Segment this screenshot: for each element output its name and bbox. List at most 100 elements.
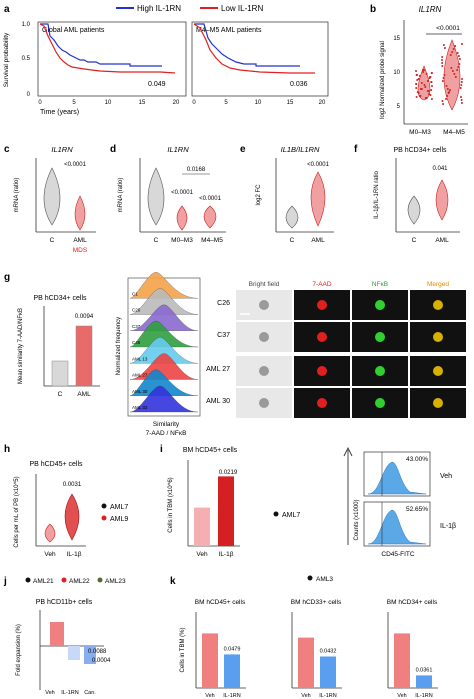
panel-d: d IL1RN mRNA (ratio) 0.0168 <0.0001 <0.0… <box>110 144 226 244</box>
panel-k-plot-title: BM hCD45+ cells <box>195 599 246 606</box>
panel-j-legend-1: AML21 <box>33 578 54 585</box>
panel-c-violin-aml <box>74 195 86 231</box>
panel-c: c IL1RN mRNA (ratio) <0.0001 C AML MDS <box>4 144 96 254</box>
panel-b-dot-m4m5 <box>461 43 463 45</box>
panel-b-dot-m4m5 <box>454 76 457 78</box>
panel-b-dot-m0m3 <box>415 87 418 89</box>
panel-b-dot-m0m3 <box>430 81 433 83</box>
cell-image-cell <box>375 332 385 342</box>
cell-image-cell <box>259 366 269 376</box>
panel-b-dot-m4m5 <box>441 56 444 58</box>
panel-k-bar <box>202 633 218 688</box>
panel-c-violin-c <box>43 167 61 226</box>
panel-b-dot-m0m3 <box>415 96 418 98</box>
panel-j-xlabel-il1rn: IL-1RN <box>61 690 78 696</box>
km-left-title: Global AML patients <box>42 27 105 34</box>
panel-b-dot-m4m5 <box>451 70 454 72</box>
panel-f-xlabel-aml: AML <box>435 237 449 244</box>
cell-image-cell <box>375 300 385 310</box>
panel-k-plots: BM hCD45+ cells 0.0479 Cells in TBM (%) Veh… <box>180 599 438 699</box>
panel-b-dot-m4m5 <box>459 87 462 89</box>
panel-letter-g: g <box>4 272 10 283</box>
img-header-merged: Merged <box>427 281 449 288</box>
panel-b-dot-m4m5 <box>461 78 463 80</box>
legend-low-label: Low IL-1RN <box>221 4 263 13</box>
cell-image-cell <box>259 398 269 408</box>
panel-b-dot-m4m5 <box>441 100 444 102</box>
km-xlabel: Time (years) <box>40 109 79 116</box>
panel-j-ylabel: Fold expansion (%) <box>16 624 22 676</box>
panel-k-plot-title: BM hCD33+ cells <box>291 599 342 606</box>
panel-d-xlabel-c: C <box>154 237 159 244</box>
panel-k-bar <box>394 633 410 688</box>
panel-letter-i: i <box>160 444 163 455</box>
panel-h-legend-2: AML9 <box>110 516 128 523</box>
panel-j-legend-dot-3 <box>97 577 103 583</box>
panel-d-violin-m0m3 <box>176 205 188 231</box>
flow-arrow-head <box>343 446 353 457</box>
panel-i-legend: AML7 <box>282 512 300 519</box>
cell-image-cell <box>433 398 443 408</box>
panel-g-hist-label: C26 <box>132 308 141 313</box>
flow-box-veh <box>363 451 431 497</box>
panel-i: i BM hCD45+ cells Cells in TBM (x10^6) 0… <box>160 444 456 558</box>
panel-b-dot-m0m3 <box>415 70 417 72</box>
panel-j-xlabel-can: Can. <box>84 690 96 696</box>
panel-b-dot-m0m3 <box>425 73 428 75</box>
panel-b-dot-m4m5 <box>458 58 461 60</box>
panel-g-bar <box>75 325 93 387</box>
panel-b-dot-m4m5 <box>443 47 446 49</box>
panel-k-xlabel: IL-1RN <box>415 693 432 699</box>
cell-image-cell <box>375 366 385 376</box>
panel-i-xlabel-veh: Veh <box>196 551 208 558</box>
panel-b-dot-m4m5 <box>460 96 462 98</box>
panel-b-dot-m4m5 <box>445 85 448 87</box>
panel-b-dot-m4m5 <box>446 95 449 97</box>
panel-d-pvalue-1: <0.0001 <box>171 190 194 196</box>
panel-b-ylabel: log2 Normalized probe signal <box>380 41 386 119</box>
panel-h-violin-veh <box>44 523 56 543</box>
cell-image-cell <box>375 398 385 408</box>
panel-f-violin-aml <box>435 179 449 221</box>
panel-g-hist-label: AML 13 <box>132 356 148 361</box>
panel-c-xlabel-c: C <box>50 237 55 244</box>
panel-b-dot-m0m3 <box>429 76 432 78</box>
panel-h-pvalue: 0.0031 <box>63 482 82 488</box>
panel-k-pvalue: 0.0432 <box>320 649 337 655</box>
cell-image-cell <box>317 366 327 376</box>
km-right-xtick-5: 5 <box>224 100 228 106</box>
flow-hist-veh <box>367 461 427 495</box>
panel-k-bar <box>298 637 314 688</box>
panel-e-violin-aml <box>310 171 326 227</box>
panel-g-histograms: C1 C26 C37 C46 AML 13 AML 27 AML 30 AML 32 <box>129 272 199 413</box>
panel-b-dot-m0m3 <box>415 74 418 76</box>
panel-b-xlabel-2: M4–M5 <box>443 129 465 136</box>
flow-ylabel: Counts (x1000) <box>354 499 360 540</box>
panel-j-title: PB hCD11b+ cells <box>36 599 93 606</box>
panel-i-title: BM hCD45+ cells <box>183 447 238 454</box>
km-left-xtick-20: 20 <box>173 100 180 106</box>
flow-hist-il1b <box>367 509 427 545</box>
flow-pct-veh: 43.00% <box>406 456 428 463</box>
panel-i-pvalue: 0.0219 <box>219 470 238 476</box>
panel-h-ylabel: Cells per mL of PB (x10^5) <box>14 476 20 547</box>
panel-b-dot-m4m5 <box>441 62 444 64</box>
panel-b-pvalue: <0.0001 <box>436 25 460 32</box>
panel-a: a High IL-1RN Low IL-1RN Survival probab… <box>3 4 329 116</box>
panel-k-xlabel: Veh <box>205 693 214 699</box>
panel-letter-c: c <box>4 144 10 155</box>
panel-i-xlabel-il1b: IL-1β <box>219 551 234 558</box>
img-row-label-4: AML 30 <box>206 398 230 405</box>
panel-g-hist-ylabel: Normalized frequency <box>116 317 122 375</box>
km-left-low-curve <box>39 23 176 74</box>
panel-b-dot-m0m3 <box>415 83 418 85</box>
panel-b-dot-m4m5 <box>442 103 445 105</box>
panel-g-hist-label: C37 <box>132 324 141 329</box>
panel-e-violin-c <box>285 205 299 229</box>
panel-i-ylabel: Cells in TBM (x10^6) <box>168 477 174 532</box>
panel-b-dot-m4m5 <box>442 77 445 79</box>
panel-j-legend-3: AML23 <box>105 578 126 585</box>
km-ytick-05: 0.5 <box>22 56 31 62</box>
panel-b-ytick-5: 5 <box>397 104 401 110</box>
panel-f-title: PB hCD34+ cells <box>393 147 447 154</box>
